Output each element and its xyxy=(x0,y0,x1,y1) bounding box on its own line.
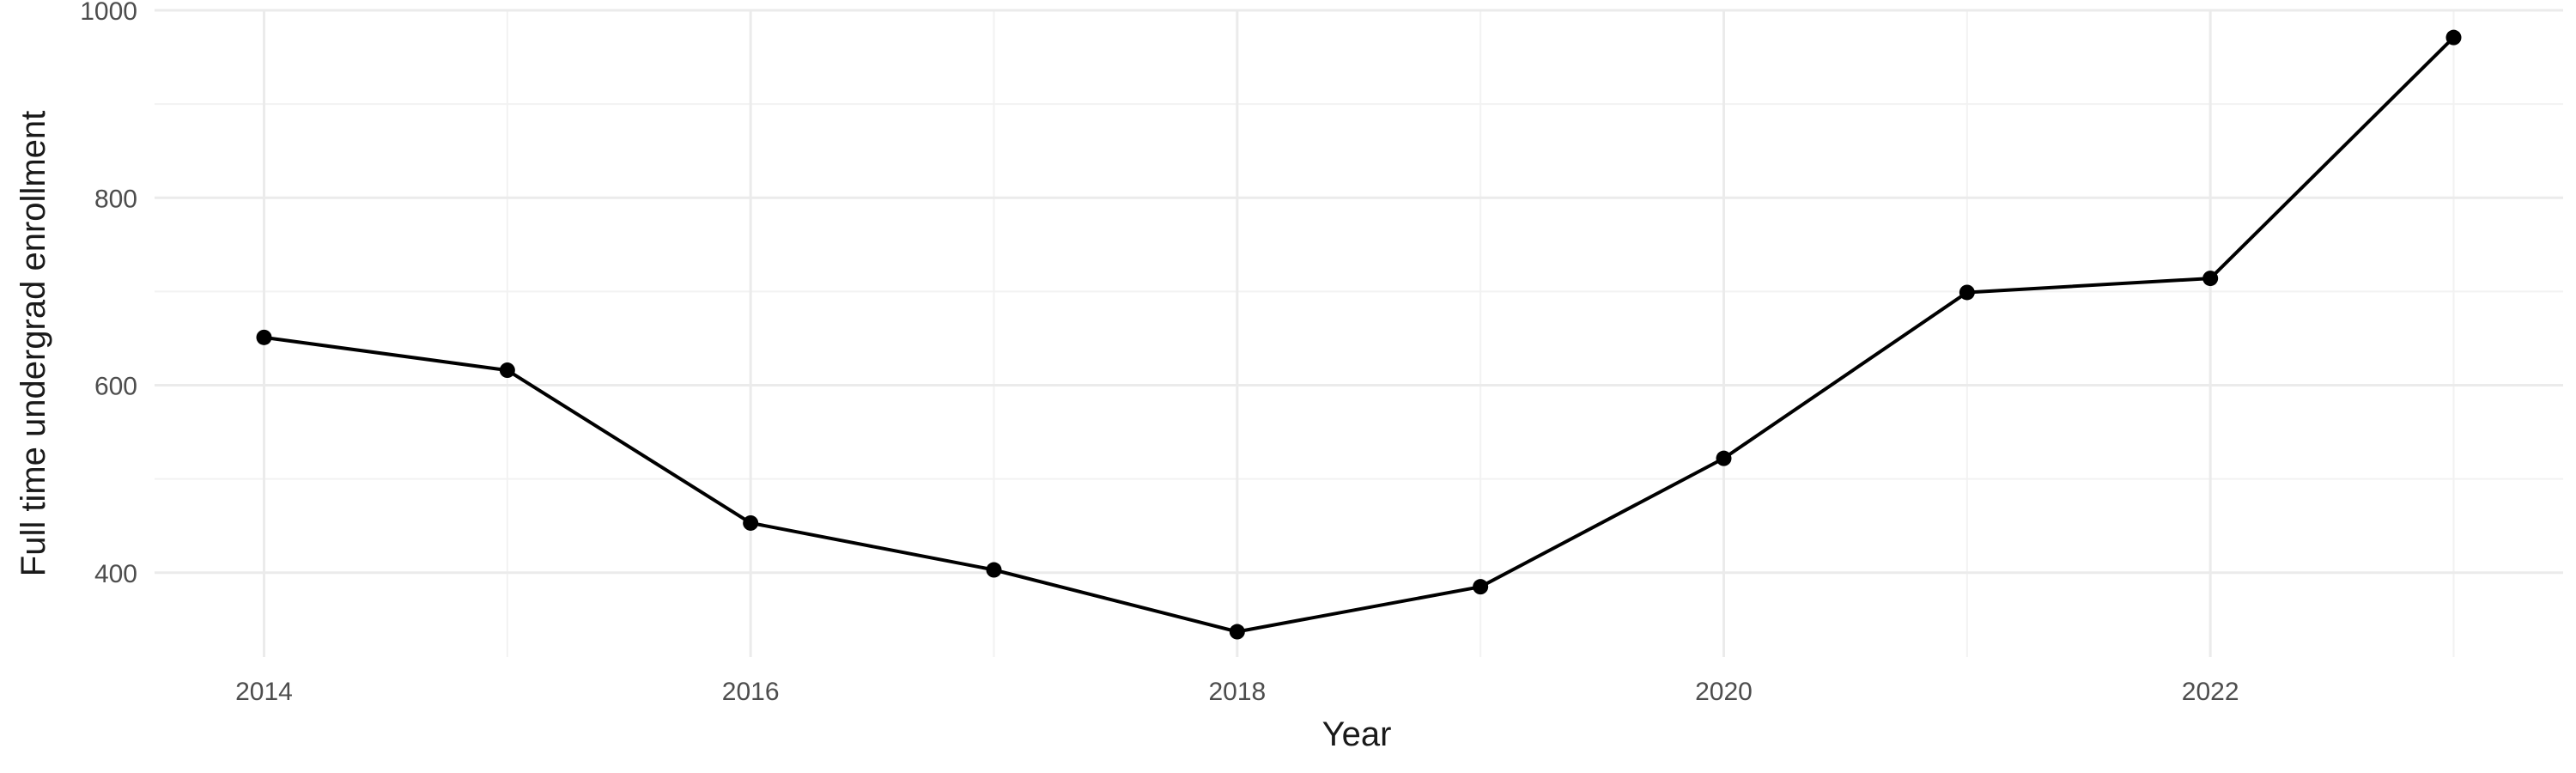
x-tick-label: 2014 xyxy=(235,678,293,706)
y-tick-label: 600 xyxy=(94,373,137,401)
data-point xyxy=(2445,29,2462,46)
data-point xyxy=(1716,450,1732,466)
grid xyxy=(155,9,2563,657)
x-tick-label: 2016 xyxy=(722,678,780,706)
x-tick-label: 2018 xyxy=(1208,678,1266,706)
series-line xyxy=(264,36,2455,634)
y-axis-title: Full time undergrad enrollment xyxy=(15,111,52,576)
axis-ticks: 2014 2016 2018 2020 2022 400 600 800 1000 xyxy=(80,0,2239,706)
data-point xyxy=(1959,284,1975,301)
data-point xyxy=(499,362,515,379)
data-point xyxy=(2202,271,2219,287)
data-point xyxy=(986,562,1002,578)
data-point xyxy=(1473,579,1489,595)
data-point xyxy=(256,329,272,345)
x-axis-title: Year xyxy=(1322,715,1392,753)
y-tick-label: 400 xyxy=(94,560,137,588)
y-tick-label: 1000 xyxy=(80,0,137,26)
data-point xyxy=(1229,624,1245,640)
series-enrollment xyxy=(256,29,2462,640)
x-tick-label: 2022 xyxy=(2182,678,2239,706)
data-point xyxy=(743,514,759,531)
x-tick-label: 2020 xyxy=(1695,678,1753,706)
y-tick-label: 800 xyxy=(94,185,137,213)
